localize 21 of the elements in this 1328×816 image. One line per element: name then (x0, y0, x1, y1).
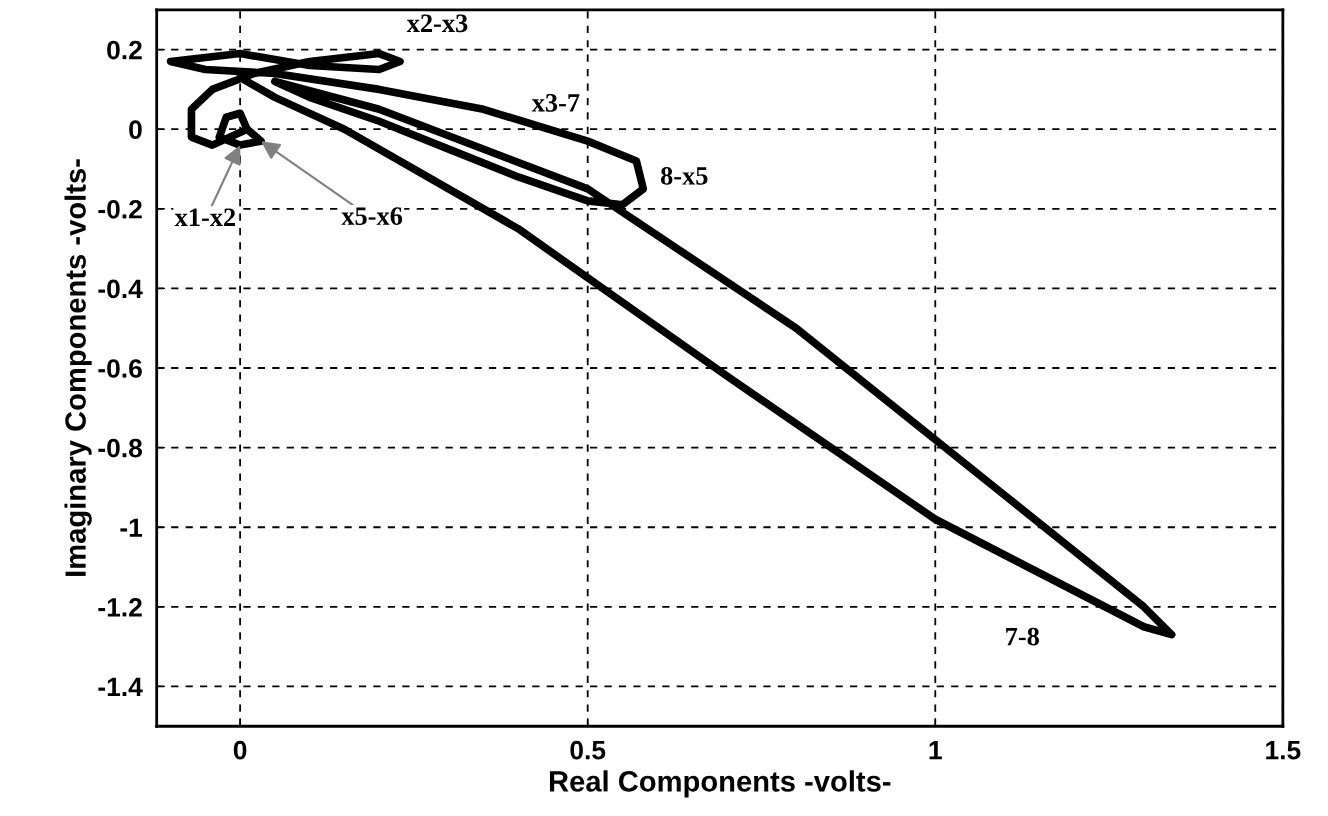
y-tick-label: -0.2 (98, 199, 142, 219)
x-tick-label: 0.5 (570, 740, 606, 760)
y-tick-label: -0.6 (98, 359, 142, 378)
y-tick-label: -0.4 (98, 279, 143, 299)
y-axis-title: Imaginary Components -volts- (64, 159, 92, 576)
y-tick-label: -1.4 (98, 677, 143, 696)
x-tick-label: 1.5 (1266, 741, 1301, 760)
annotation: 7-8 (1006, 627, 1039, 646)
y-tick-label: 0.2 (107, 40, 142, 60)
y-tick-label: 0 (129, 120, 142, 140)
y-tick-label: -0.8 (98, 438, 143, 458)
annotation: 8-x5 (660, 166, 708, 185)
annotation: x2-x3 (406, 14, 468, 33)
y-tick-label: -1 (120, 518, 143, 537)
annotation: x3-7 (531, 93, 580, 112)
y-tick-label: -1.2 (98, 597, 142, 617)
x-axis-title: Real Components -volts- (549, 770, 891, 798)
annotation: x1-x2 (174, 208, 236, 226)
x-tick-label: 0 (233, 740, 247, 760)
x-tick-label: 1 (929, 741, 942, 760)
annotation: x5-x6 (341, 207, 403, 225)
